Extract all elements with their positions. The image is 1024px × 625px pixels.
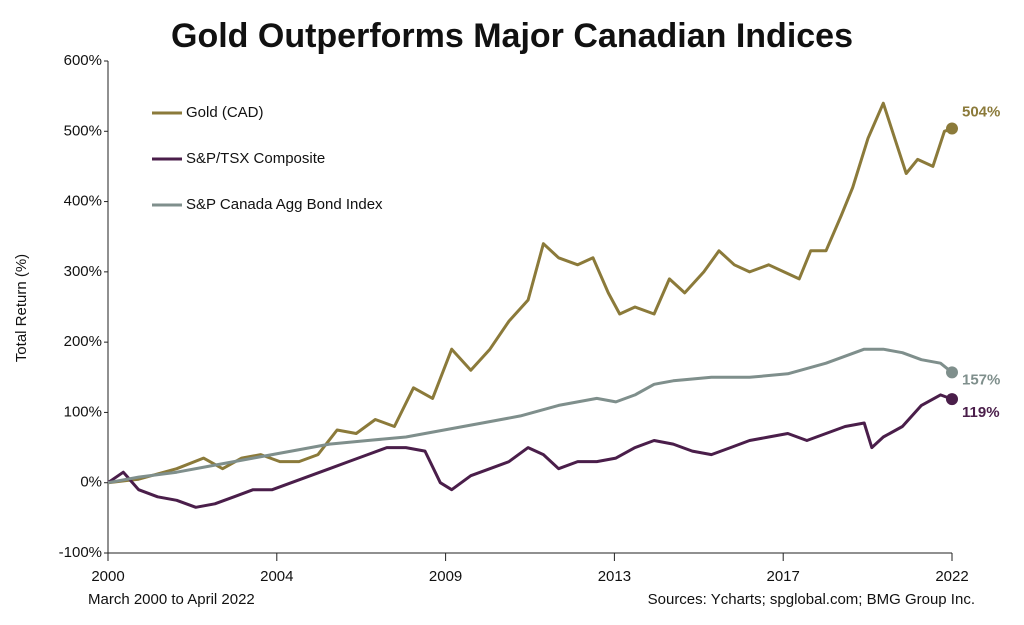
end-point [946,393,958,406]
y-tick-label: 400% [64,193,102,210]
series-line [107,347,953,485]
end-point [946,366,958,379]
y-tick-label: 500% [64,122,102,139]
y-tick-label: 100% [64,403,102,420]
x-tick-label: 2000 [91,568,124,585]
y-tick-label: 300% [64,263,102,280]
x-tick-label: 2004 [260,568,293,585]
y-axis-label: Total Return (%) [13,254,30,362]
source: Sources: Ycharts; spglobal.com; BMG Grou… [648,591,975,608]
y-tick-label: 600% [64,52,102,69]
series-line [107,393,953,509]
x-tick-label: 2022 [935,568,968,585]
end-point [946,122,958,135]
x-tick-label: 2017 [767,568,800,585]
x-tick-label: 2009 [429,568,462,585]
subtitle: March 2000 to April 2022 [88,591,255,608]
chart-title: Gold Outperforms Major Canadian Indices [171,17,853,55]
end-label: 157% [962,371,1000,388]
y-tick-label: 200% [64,333,102,350]
legend-label: S&P/TSX Composite [186,150,325,167]
end-label: 119% [962,404,1000,421]
x-tick-label: 2013 [598,568,631,585]
y-tick-label: -100% [59,544,102,561]
legend-label: Gold (CAD) [186,104,264,121]
legend-label: S&P Canada Agg Bond Index [186,196,383,213]
y-tick-label: 0% [80,474,102,491]
series-line [107,101,953,485]
end-label: 504% [962,103,1000,120]
